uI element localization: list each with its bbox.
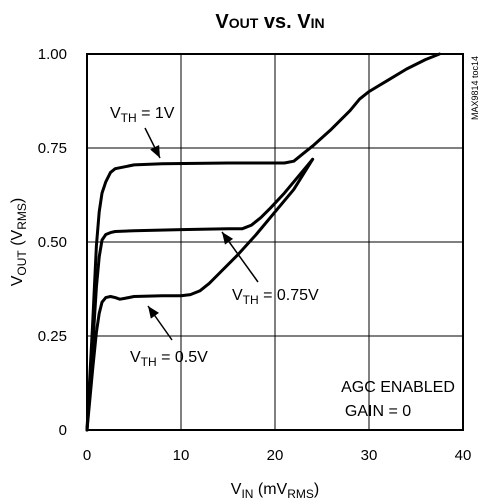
x-axis-label: VIN (mVRMS) [231, 481, 319, 501]
series-label-0: VTH = 1V [110, 105, 175, 125]
side-label: MAX9814 toc14 [470, 56, 480, 120]
y-axis-label: VOUT (VRMS) [9, 198, 29, 286]
y-tick-label-2: 0.50 [38, 234, 67, 251]
grid [87, 54, 463, 430]
y-tick-label-0: 0 [59, 422, 67, 439]
x-tick-label-1: 10 [173, 447, 190, 464]
series-labels: VTH = 1V VTH = 0.75V VTH = 0.5V [110, 105, 319, 369]
tick-labels: 0 10 20 30 40 0 0.25 0.50 0.75 1.00 [38, 46, 472, 464]
annotation-gain: GAIN = 0 [345, 403, 411, 420]
y-tick-label-1: 0.25 [38, 328, 67, 345]
annotation-agc: AGC ENABLED [341, 379, 455, 396]
x-tick-label-3: 30 [361, 447, 378, 464]
series-line-2 [85, 157, 315, 432]
x-tick-label-0: 0 [83, 447, 91, 464]
label-arrow-head-2 [148, 306, 160, 319]
series-label-1: VTH = 0.75V [232, 287, 319, 307]
series-label-2: VTH = 0.5V [130, 349, 208, 369]
y-tick-label-3: 0.75 [38, 140, 67, 157]
chart-title: VOUT vs. VIN [215, 11, 324, 33]
series-line-0 [85, 52, 441, 432]
plot-frame [86, 53, 464, 431]
label-arrow-head-1 [222, 232, 234, 245]
x-tick-label-2: 20 [267, 447, 284, 464]
y-tick-label-4: 1.00 [38, 46, 67, 63]
label-arrow-head-0 [150, 145, 160, 158]
series-lines [85, 52, 441, 432]
x-tick-label-4: 40 [455, 447, 472, 464]
series-line-1 [85, 157, 315, 432]
label-arrows [144, 127, 259, 341]
